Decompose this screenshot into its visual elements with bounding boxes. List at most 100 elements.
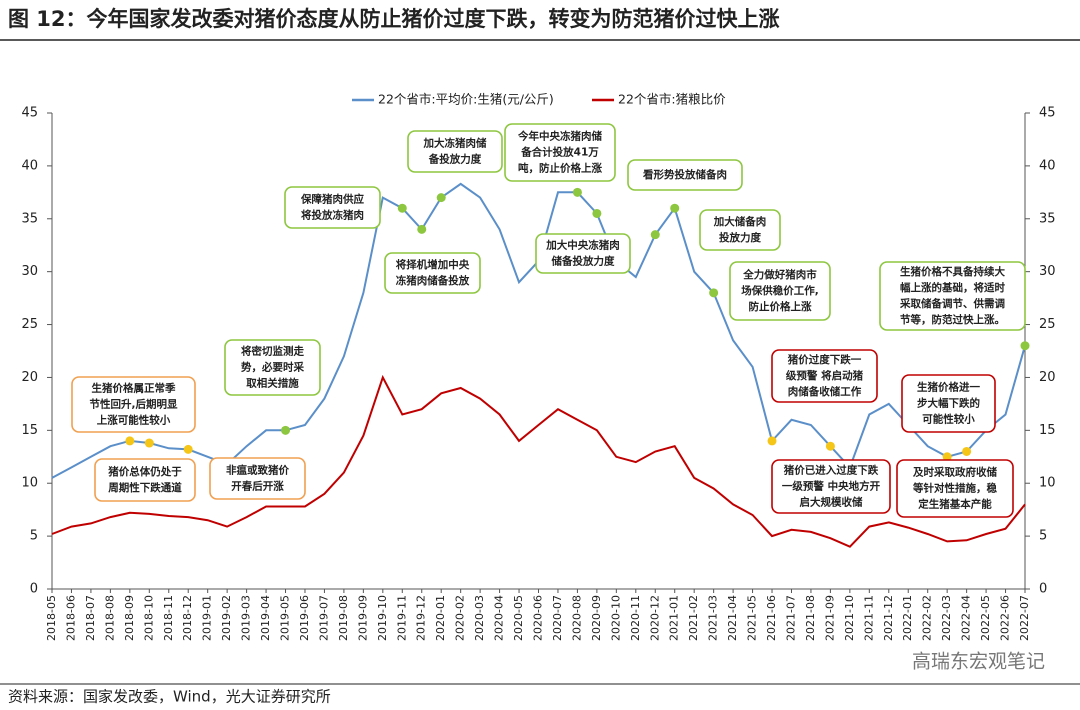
annotation-text: 上涨可能性较小 [97, 414, 171, 427]
x-tick-label: 2018-12 [181, 595, 194, 641]
annotation-text: 节性回升,后期明显 [90, 398, 178, 411]
annotation-text: 备合计投放41万 [520, 146, 599, 159]
x-tick-label: 2021-08 [804, 595, 817, 641]
annotation-box [699, 209, 781, 251]
annotation-marker [144, 438, 154, 448]
y2-tick-label: 45 [1039, 106, 1056, 121]
annotation-text: 今年中央冻猪肉储 [517, 130, 602, 143]
source: 资料来源：国家发改委，Wind，光大证券研究所 [8, 688, 331, 706]
y-tick-label: 20 [21, 370, 38, 385]
x-tick-label: 2019-09 [356, 595, 369, 641]
x-tick-label: 2021-09 [823, 595, 836, 641]
annotation-box [284, 186, 381, 229]
annotation-marker [942, 452, 952, 462]
annotation-marker [183, 444, 193, 454]
annotation-box [901, 374, 996, 433]
y2-tick-label: 5 [1039, 529, 1047, 544]
y2-tick-label: 25 [1039, 317, 1056, 332]
annotation-text: 生猪价格属正常季 [92, 382, 176, 395]
annotation-text: 备投放力度 [428, 153, 482, 166]
annotation-box [535, 233, 631, 274]
annotation-text: 将投放冻猪肉 [301, 209, 364, 222]
series-line [51, 182, 1026, 479]
annotation-text: 冻猪肉储备投放 [396, 274, 470, 287]
x-tick-label: 2020-06 [532, 595, 545, 641]
y-tick-label: 35 [21, 211, 38, 226]
x-tick-label: 2022-03 [940, 595, 953, 641]
annotation-box [896, 459, 1014, 518]
x-tick-label: 2021-05 [746, 595, 759, 641]
y2-tick-label: 20 [1039, 370, 1056, 385]
annotation-marker [572, 187, 582, 197]
x-tick-label: 2020-01 [434, 595, 447, 641]
x-tick-label: 2019-10 [376, 595, 389, 641]
x-tick-label: 2018-11 [162, 595, 175, 641]
x-tick-label: 2021-01 [668, 595, 681, 641]
annotation-text: 采取储备调节、供需调 [899, 297, 1005, 310]
annotation-box [94, 458, 196, 502]
annotation-text: 等针对性措施，稳 [912, 482, 997, 495]
annotation-text: 看形势投放储备肉 [643, 168, 727, 181]
x-tick-label: 2019-02 [220, 595, 233, 641]
annotation-marker [397, 203, 407, 213]
annotation-marker [1020, 341, 1030, 351]
x-tick-label: 2021-03 [707, 595, 720, 641]
annotation-box [729, 261, 831, 321]
y-tick-label: 5 [30, 529, 38, 544]
x-tick-label: 2021-11 [862, 595, 875, 641]
annotation-text: 投放力度 [719, 231, 761, 244]
annotation-marker [650, 230, 660, 240]
annotation-text: 启大规模收储 [800, 496, 863, 509]
x-tick-label: 2021-10 [843, 595, 856, 641]
annotation-marker [592, 208, 602, 218]
y2-tick-label: 35 [1039, 211, 1056, 226]
x-tick-label: 2019-01 [201, 595, 214, 641]
annotation-text: 势，必要时采 [241, 361, 304, 374]
x-tick-label: 2020-09 [590, 595, 603, 641]
y2-tick-label: 10 [1039, 476, 1056, 491]
y2-tick-label: 0 [1039, 582, 1047, 597]
annotation-marker [436, 193, 446, 203]
x-tick-label: 2018-10 [142, 595, 155, 641]
x-tick-label: 2019-08 [337, 595, 350, 641]
x-tick-label: 2022-04 [960, 595, 973, 641]
annotation-text: 将择机增加中央 [396, 258, 470, 271]
y2-tick-label: 15 [1039, 423, 1056, 438]
x-tick-label: 2019-04 [259, 595, 272, 641]
annotation-text: 一级预警 中央地方开 [782, 480, 881, 493]
y-tick-label: 40 [21, 158, 38, 173]
annotation-text: 及时采取政府收储 [913, 466, 997, 479]
annotation-box [407, 130, 503, 173]
annotation-text: 可能性较小 [922, 413, 975, 426]
annotation-text: 加大中央冻猪肉 [545, 239, 620, 252]
annotation-text: 将密切监测走 [241, 345, 304, 358]
y-tick-label: 45 [21, 106, 38, 121]
annotation-text: 猪价已进入过度下跌 [783, 464, 879, 477]
legend-label: 22个省市:平均价:生猪(元/公斤) [378, 92, 554, 107]
x-tick-label: 2018-09 [123, 595, 136, 641]
x-tick-label: 2019-07 [317, 595, 330, 641]
legend-label: 22个省市:猪粮比价 [618, 92, 726, 107]
annotation-marker [962, 446, 972, 456]
annotation-text: 储备投放力度 [552, 255, 615, 268]
x-tick-label: 2021-12 [882, 595, 895, 641]
x-tick-label: 2020-08 [570, 595, 583, 641]
annotation-text: 场保供稳价工作, [741, 284, 819, 297]
annotation-box [209, 457, 306, 500]
annotation-text: 幅上涨的基础，将适时 [900, 281, 1005, 294]
x-tick-label: 2018-06 [64, 595, 77, 641]
annotation-text: 步大幅下跌的 [917, 397, 980, 410]
x-tick-label: 2019-11 [395, 595, 408, 641]
annotation-box [879, 261, 1026, 331]
annotation-text: 加大冻猪肉储 [423, 137, 487, 150]
x-tick-label: 2021-06 [765, 595, 778, 641]
annotation-text: 节等，防范过快上涨。 [900, 313, 1005, 326]
annotation-text: 级预警 将启动猪 [786, 369, 864, 382]
annotation-text: 周期性下跌通道 [108, 481, 182, 494]
y-tick-label: 25 [21, 317, 38, 332]
watermark: 高瑞东宏观笔记 [912, 651, 1045, 673]
x-tick-label: 2022-02 [921, 595, 934, 641]
annotation-marker [670, 203, 680, 213]
chart-title: 图 12：今年国家发改委对猪价态度从防止猪价过度下跌，转变为防范猪价过快上涨 [8, 7, 780, 31]
x-tick-label: 2021-07 [784, 595, 797, 641]
